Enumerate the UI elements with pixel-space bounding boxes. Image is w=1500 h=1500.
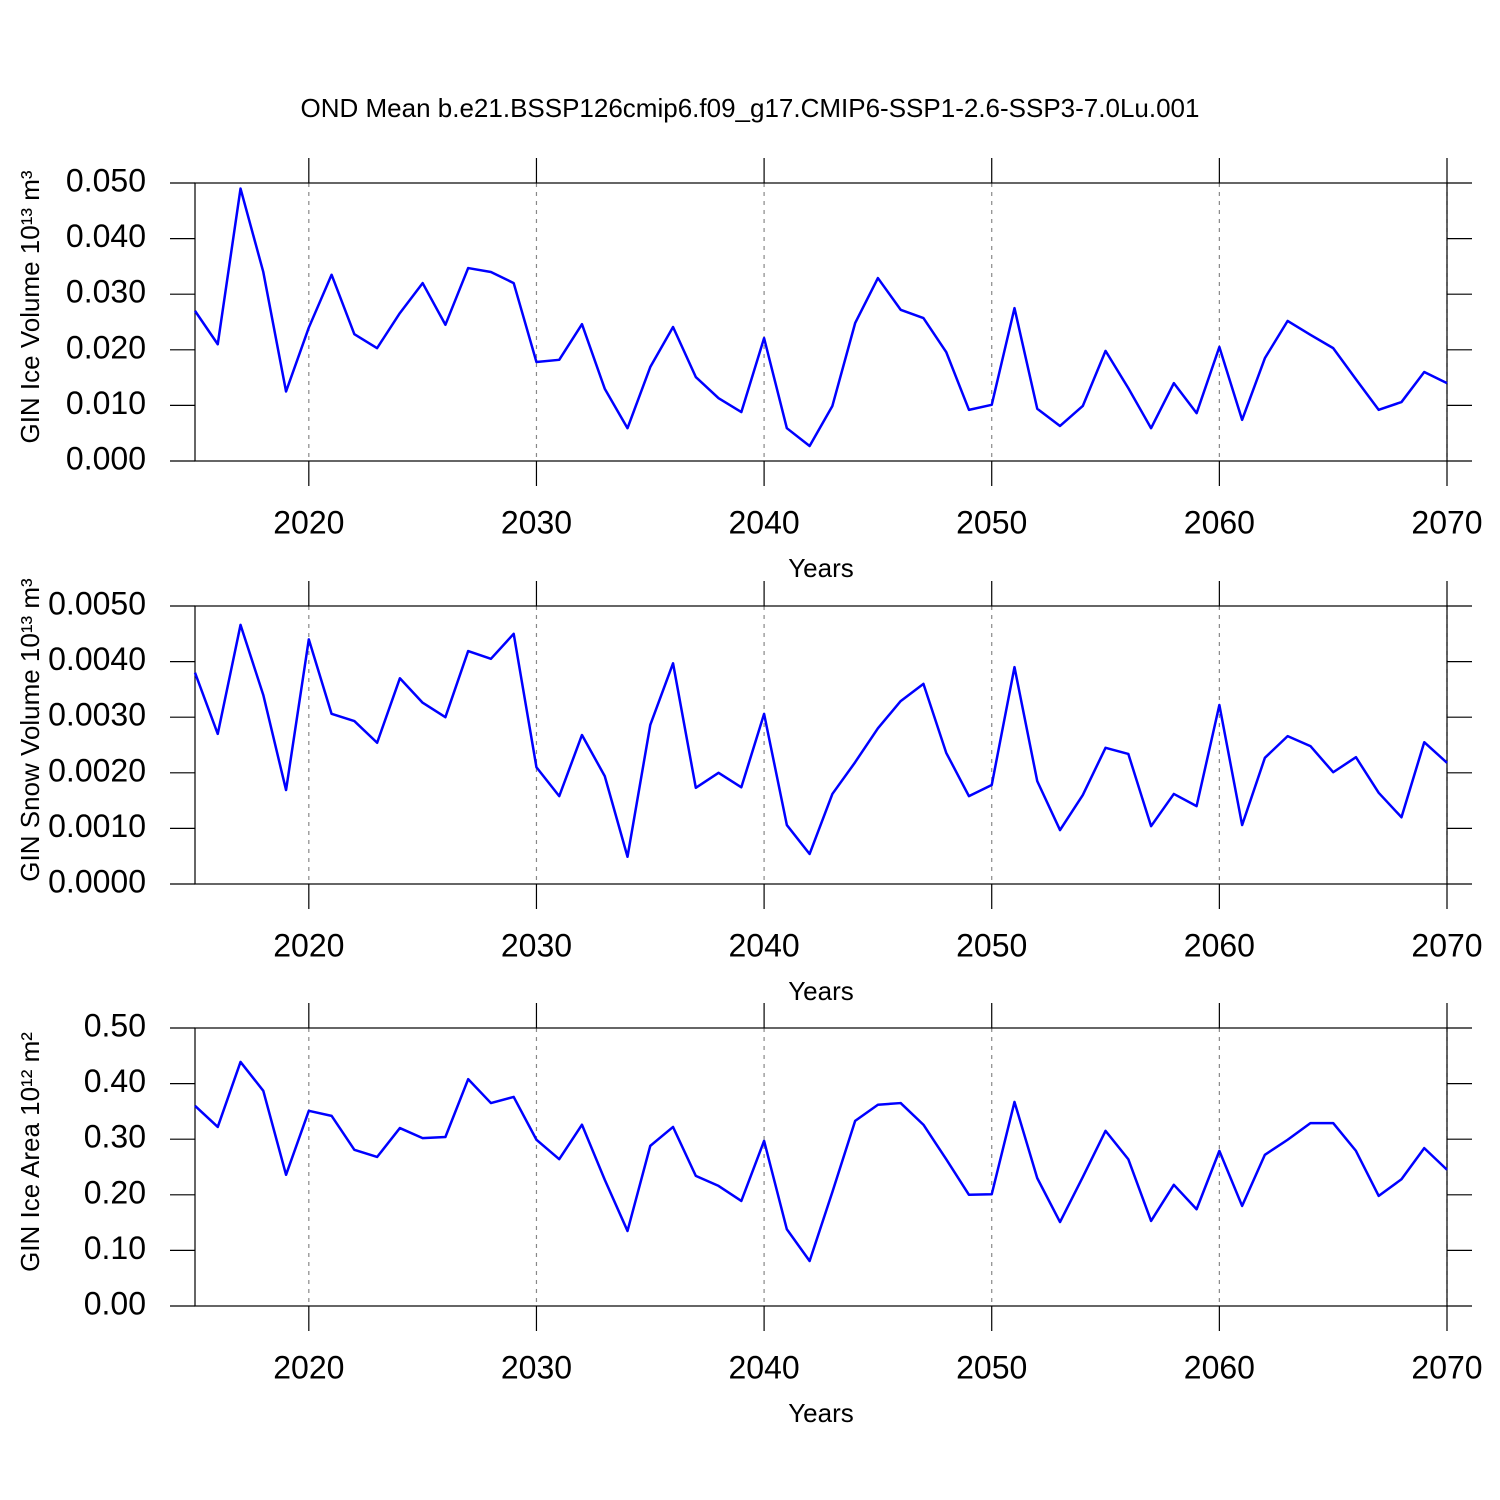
x-tick-label: 2050 bbox=[956, 504, 1027, 540]
plot-frame bbox=[194, 1027, 1448, 1307]
data-line bbox=[193, 187, 1448, 448]
y-tick-label: 0.0030 bbox=[48, 697, 146, 733]
y-tick-label: 0.40 bbox=[84, 1063, 146, 1099]
x-tick-label: 2050 bbox=[956, 927, 1027, 963]
x-axis-label: Years bbox=[788, 553, 854, 583]
y-axis-label: GIN Snow Volume 10¹³ m³ bbox=[15, 578, 45, 882]
x-tick-label: 2040 bbox=[728, 504, 799, 540]
y-tick-label: 0.0020 bbox=[48, 752, 146, 788]
y-tick-label: 0.00 bbox=[84, 1285, 146, 1321]
x-tick-label: 2040 bbox=[728, 1349, 799, 1385]
x-tick-label: 2060 bbox=[1184, 927, 1255, 963]
y-tick-label: 0.10 bbox=[84, 1230, 146, 1266]
x-tick-label: 2030 bbox=[501, 504, 572, 540]
y-axis-label: GIN Ice Area 10¹² m² bbox=[15, 1032, 45, 1272]
y-tick-label: 0.20 bbox=[84, 1174, 146, 1210]
y-tick-label: 0.0050 bbox=[48, 585, 146, 621]
x-tick-label: 2020 bbox=[273, 927, 344, 963]
x-tick-label: 2070 bbox=[1411, 504, 1482, 540]
x-tick-label: 2070 bbox=[1411, 1349, 1482, 1385]
x-tick-label: 2040 bbox=[728, 927, 799, 963]
y-tick-label: 0.030 bbox=[66, 274, 146, 310]
y-tick-label: 0.0010 bbox=[48, 808, 146, 844]
y-tick-label: 0.020 bbox=[66, 329, 146, 365]
y-tick-label: 0.010 bbox=[66, 385, 146, 421]
y-tick-label: 0.000 bbox=[66, 440, 146, 476]
data-line bbox=[194, 1060, 1448, 1263]
plot-frame bbox=[194, 182, 1448, 462]
x-axis-label: Years bbox=[788, 1398, 854, 1428]
chart-title: OND Mean b.e21.BSSP126cmip6.f09_g17.CMIP… bbox=[301, 93, 1200, 123]
x-tick-label: 2030 bbox=[501, 927, 572, 963]
y-tick-label: 0.0040 bbox=[48, 641, 146, 677]
y-axis-label: GIN Ice Volume 10¹³ m³ bbox=[15, 170, 45, 443]
x-axis-label: Years bbox=[788, 976, 854, 1006]
x-tick-label: 2030 bbox=[501, 1349, 572, 1385]
x-tick-label: 2060 bbox=[1184, 1349, 1255, 1385]
x-tick-label: 2020 bbox=[273, 504, 344, 540]
x-tick-label: 2020 bbox=[273, 1349, 344, 1385]
x-tick-label: 2050 bbox=[956, 1349, 1027, 1385]
x-tick-label: 2060 bbox=[1184, 504, 1255, 540]
y-tick-label: 0.30 bbox=[84, 1119, 146, 1155]
plot-frame bbox=[194, 605, 1448, 885]
y-tick-label: 0.50 bbox=[84, 1007, 146, 1043]
data-line bbox=[193, 623, 1448, 859]
y-tick-label: 0.0000 bbox=[48, 863, 146, 899]
x-tick-label: 2070 bbox=[1411, 927, 1482, 963]
y-tick-label: 0.040 bbox=[66, 218, 146, 254]
y-tick-label: 0.050 bbox=[66, 162, 146, 198]
